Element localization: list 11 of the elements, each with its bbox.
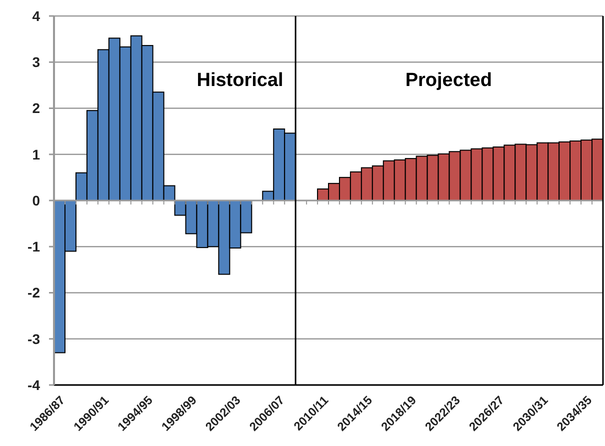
y-tick-label: -3 xyxy=(28,330,40,347)
y-tick-label: 3 xyxy=(32,54,40,70)
y-tick-label: 0 xyxy=(32,192,40,208)
annotation: Historical xyxy=(196,70,284,91)
y-tick-label: 2 xyxy=(32,100,40,116)
y-tick-label: -1 xyxy=(28,238,40,255)
annotation: Projected xyxy=(405,70,492,91)
y-tick-label: 1 xyxy=(32,146,40,162)
y-tick-label: -2 xyxy=(28,284,40,301)
y-tick-label: 4 xyxy=(32,8,40,24)
y-tick-label: -4 xyxy=(28,376,40,393)
